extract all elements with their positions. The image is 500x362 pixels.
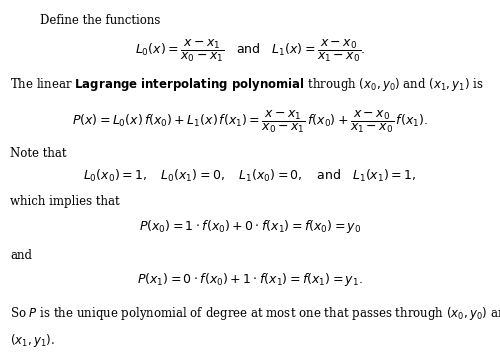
Text: $(x_1, y_1)$.: $(x_1, y_1)$. bbox=[10, 332, 55, 349]
Text: and: and bbox=[10, 249, 32, 262]
Text: Define the functions: Define the functions bbox=[40, 14, 160, 28]
Text: $L_0(x_0) = 1, \quad L_0(x_1) = 0, \quad L_1(x_0) = 0, \quad \mathrm{and} \quad : $L_0(x_0) = 1, \quad L_0(x_1) = 0, \quad… bbox=[84, 168, 416, 184]
Text: Note that: Note that bbox=[10, 147, 66, 160]
Text: $P(x_1) = 0 \cdot f(x_0) + 1 \cdot f(x_1) = f(x_1) = y_1.$: $P(x_1) = 0 \cdot f(x_0) + 1 \cdot f(x_1… bbox=[137, 272, 363, 289]
Text: $P(x_0) = 1 \cdot f(x_0) + 0 \cdot f(x_1) = f(x_0) = y_0$: $P(x_0) = 1 \cdot f(x_0) + 0 \cdot f(x_1… bbox=[139, 218, 361, 235]
Text: $L_0(x) = \dfrac{x - x_1}{x_0 - x_1}\quad \mathrm{and} \quad L_1(x) = \dfrac{x -: $L_0(x) = \dfrac{x - x_1}{x_0 - x_1}\qua… bbox=[135, 38, 365, 64]
Text: $P(x) = L_0(x)\,f(x_0) + L_1(x)\,f(x_1) = \dfrac{x - x_1}{x_0 - x_1}\,f(x_0) + \: $P(x) = L_0(x)\,f(x_0) + L_1(x)\,f(x_1) … bbox=[72, 109, 428, 135]
Text: which implies that: which implies that bbox=[10, 195, 120, 209]
Text: The linear $\mathbf{Lagrange\ interpolating\ polynomial}$ through $(x_0, y_0)$ a: The linear $\mathbf{Lagrange\ interpolat… bbox=[10, 76, 484, 93]
Text: So $P$ is the unique polynomial of degree at most one that passes through $(x_0,: So $P$ is the unique polynomial of degre… bbox=[10, 305, 500, 322]
